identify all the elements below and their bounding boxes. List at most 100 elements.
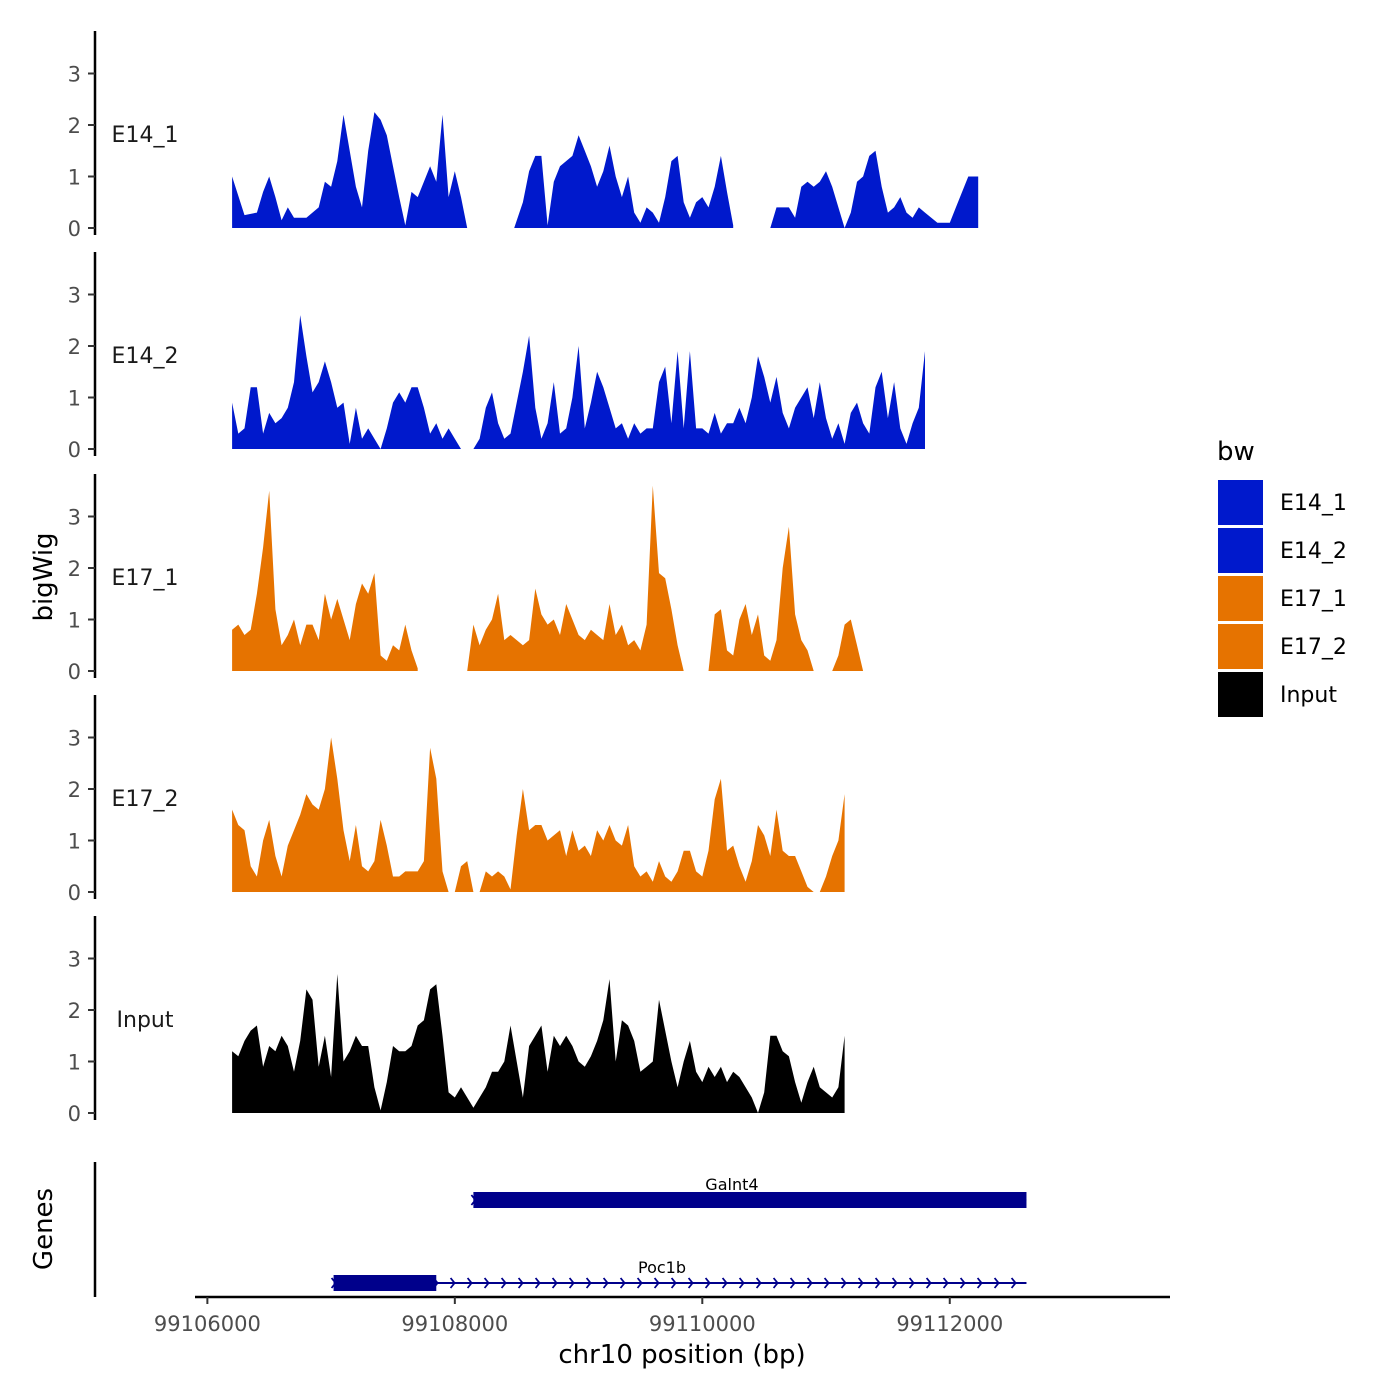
y-tick-label: 3	[68, 506, 81, 530]
strand-arrow	[908, 1277, 915, 1289]
strand-arrow	[806, 1277, 813, 1289]
gene-track-title: Genes	[29, 1188, 59, 1270]
track-label: E14_2	[112, 344, 179, 369]
strand-arrow	[619, 1277, 626, 1289]
y-tick-label: 3	[68, 727, 81, 751]
strand-arrow	[517, 1277, 524, 1289]
strand-arrow	[857, 1277, 864, 1289]
strand-arrow	[823, 1277, 830, 1289]
y-tick-label: 3	[68, 284, 81, 308]
gene-exon-block	[333, 1275, 437, 1291]
strand-arrow	[568, 1277, 575, 1289]
strand-arrow	[466, 1277, 473, 1289]
gene-label: Galnt4	[705, 1175, 758, 1194]
strand-arrow	[772, 1277, 779, 1289]
signal-area-E17_1	[708, 526, 814, 671]
gene-exon-block	[473, 1192, 1027, 1208]
track-E17_1: 0 1 2 3 E17_1	[68, 474, 864, 684]
strand-arrow	[534, 1277, 541, 1289]
legend-swatch-E17_2	[1218, 624, 1263, 669]
x-axis: 99106000 99108000 99110000 99112000	[154, 1295, 1170, 1336]
y-tick-label: 2	[68, 999, 81, 1023]
legend-swatch-E17_1	[1218, 576, 1263, 621]
y-axis-title: bigWig	[29, 532, 59, 621]
legend-label: E17_2	[1280, 635, 1347, 660]
signal-area-E17_1	[232, 490, 418, 671]
x-tick-label: 99112000	[896, 1312, 1003, 1336]
signal-area-E17_2	[479, 778, 814, 892]
y-tick-label: 1	[68, 166, 81, 190]
track-label: E14_1	[112, 123, 179, 148]
legend-swatch-E14_2	[1218, 528, 1263, 573]
y-tick-label: 2	[68, 114, 81, 138]
signal-tracks: 0 1 2 3 E14_1 0 1 2 3 E14_2 0 1 2 3 E17_1 0 1 2 3 E17_2 0 1 2 3…	[68, 31, 979, 1126]
y-tick-label: 3	[68, 63, 81, 87]
track-E17_2: 0 1 2 3 E17_2	[68, 695, 845, 905]
strand-arrow	[738, 1277, 745, 1289]
y-tick-label: 0	[68, 1102, 81, 1126]
strand-arrow	[670, 1277, 677, 1289]
signal-area-Input	[232, 974, 845, 1113]
legend-swatch-E14_1	[1218, 480, 1263, 525]
y-tick-label: 1	[68, 830, 81, 854]
y-tick-label: 2	[68, 778, 81, 802]
strand-arrow	[500, 1277, 507, 1289]
strand-arrow	[653, 1277, 660, 1289]
x-tick-label: 99110000	[649, 1312, 756, 1336]
y-tick-label: 1	[68, 1051, 81, 1075]
strand-arrow	[755, 1277, 762, 1289]
gene-track: Galnt4 Poc1b	[93, 1162, 1027, 1297]
gene-Galnt4: Galnt4	[470, 1175, 1027, 1208]
signal-area-E17_1	[832, 619, 864, 671]
strand-arrow	[636, 1277, 643, 1289]
y-tick-label: 3	[68, 948, 81, 972]
strand-arrow	[704, 1277, 711, 1289]
signal-area-E14_2	[232, 315, 461, 449]
y-tick-label: 0	[68, 881, 81, 905]
strand-arrow	[891, 1277, 898, 1289]
legend-label: E14_2	[1280, 539, 1347, 564]
signal-area-E14_1	[514, 135, 734, 228]
y-tick-label: 0	[68, 660, 81, 684]
legend-title: bw	[1217, 437, 1255, 467]
strand-arrow	[789, 1277, 796, 1289]
signal-area-E14_1	[770, 150, 979, 228]
legend-label: E14_1	[1280, 491, 1347, 516]
y-tick-label: 1	[68, 609, 81, 633]
track-E14_2: 0 1 2 3 E14_2	[68, 252, 925, 462]
signal-area-E17_2	[819, 794, 845, 892]
strand-arrow	[721, 1277, 728, 1289]
track-label: E17_1	[112, 566, 179, 591]
signal-area-E17_2	[454, 861, 474, 892]
strand-arrow	[687, 1277, 694, 1289]
strand-arrow	[976, 1277, 983, 1289]
strand-arrow	[602, 1277, 609, 1289]
gene-Poc1b: Poc1b	[330, 1258, 1027, 1291]
y-tick-label: 0	[68, 438, 81, 462]
strand-arrow	[942, 1277, 949, 1289]
y-tick-label: 2	[68, 335, 81, 359]
x-tick-label: 99108000	[401, 1312, 508, 1336]
legend-swatch-Input	[1218, 672, 1263, 717]
x-tick-label: 99106000	[154, 1312, 261, 1336]
track-label: E17_2	[112, 787, 179, 812]
signal-area-E14_2	[473, 335, 925, 449]
signal-area-E17_1	[467, 485, 684, 671]
strand-arrow	[840, 1277, 847, 1289]
strand-arrow	[874, 1277, 881, 1289]
y-tick-label: 0	[68, 217, 81, 241]
strand-arrow	[585, 1277, 592, 1289]
x-axis-title: chr10 position (bp)	[558, 1340, 805, 1370]
legend: bw E14_1 E14_2 E17_1 E17_2 Input	[1217, 437, 1347, 717]
strand-arrow	[993, 1277, 1000, 1289]
strand-arrow	[449, 1277, 456, 1289]
legend-label: E17_1	[1280, 587, 1347, 612]
signal-area-E17_2	[232, 737, 449, 892]
signal-area-E14_1	[232, 112, 468, 228]
track-Input: 0 1 2 3 Input	[68, 916, 845, 1126]
legend-label: Input	[1280, 683, 1337, 708]
strand-arrow	[1010, 1277, 1017, 1289]
strand-arrow	[551, 1277, 558, 1289]
strand-arrow	[925, 1277, 932, 1289]
